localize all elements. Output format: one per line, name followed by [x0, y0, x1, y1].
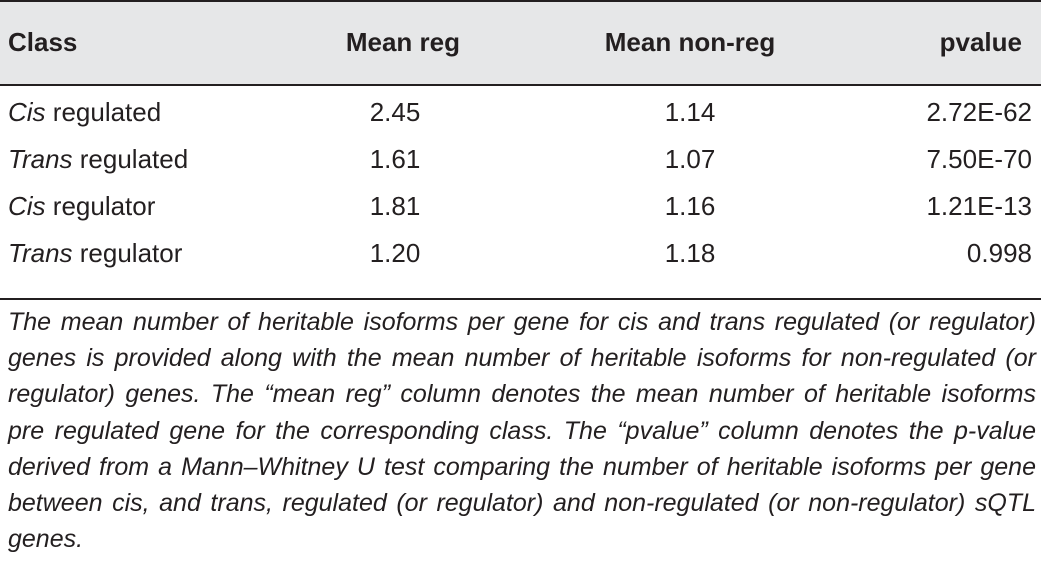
header-mean-reg: Mean reg — [345, 27, 460, 57]
top-rule — [0, 0, 1041, 2]
bottom-rule — [0, 298, 1041, 300]
class-italic: Trans — [8, 238, 73, 268]
header-pvalue: pvalue — [939, 27, 1022, 57]
table-cell-pvalue: 0.998 — [966, 238, 1032, 268]
table-cell-pvalue: 1.21E-13 — [926, 191, 1032, 221]
class-italic: Cis — [8, 97, 46, 127]
table-row-class: Cis regulated — [8, 96, 161, 128]
table-caption: The mean number of heritable isoforms pe… — [8, 308, 1036, 554]
table-cell-mean-reg: 2.45 — [369, 97, 421, 127]
table-cell-mean-reg: 1.61 — [369, 144, 421, 174]
table-cell-mean-reg: 1.20 — [369, 238, 421, 268]
class-rest: regulated — [45, 97, 162, 127]
table-cell-mean-nonreg: 1.07 — [664, 144, 716, 174]
header-mean-nonreg: Mean non-reg — [604, 27, 776, 57]
header-rule — [0, 84, 1041, 86]
table-cell-mean-nonreg: 1.16 — [664, 191, 716, 221]
class-italic: Cis — [8, 191, 46, 221]
class-rest: regulator — [72, 238, 183, 268]
class-italic: Trans — [8, 144, 73, 174]
table-header-background — [0, 0, 1041, 86]
table-cell-mean-nonreg: 1.14 — [664, 97, 716, 127]
table-cell-mean-nonreg: 1.18 — [664, 238, 716, 268]
table-row-class: Cis regulator — [8, 190, 155, 222]
table-row-class: Trans regulated — [8, 143, 188, 175]
header-class: Class — [8, 27, 78, 57]
table-cell-pvalue: 7.50E-70 — [926, 144, 1032, 174]
class-rest: regulated — [72, 144, 189, 174]
table-cell-pvalue: 2.72E-62 — [926, 97, 1032, 127]
class-rest: regulator — [45, 191, 156, 221]
table-row-class: Trans regulator — [8, 237, 182, 269]
table-cell-mean-reg: 1.81 — [369, 191, 421, 221]
